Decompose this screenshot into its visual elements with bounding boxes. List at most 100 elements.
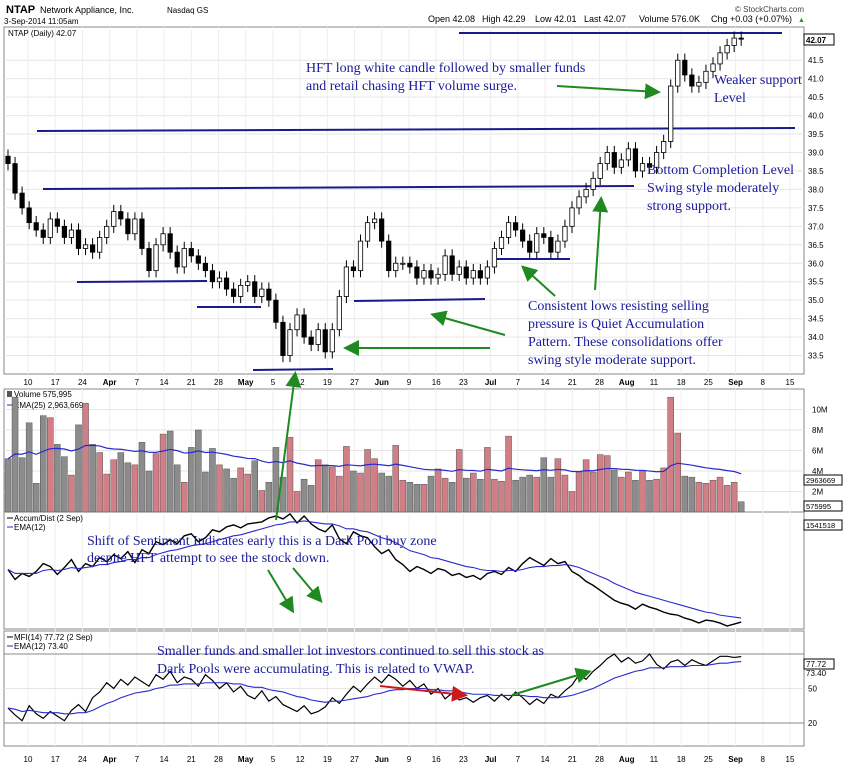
x-tick-label-top: 24 xyxy=(78,378,87,387)
x-tick-label-top: 14 xyxy=(541,378,550,387)
candle-body xyxy=(470,270,476,279)
candle-body xyxy=(273,299,279,323)
volume-bar xyxy=(371,458,378,513)
price-tick-label: 35.0 xyxy=(808,296,824,305)
price-tick-label: 41.5 xyxy=(808,56,824,65)
candle-body xyxy=(724,45,730,54)
price-tick-label: 34.0 xyxy=(808,333,824,342)
volume-bar xyxy=(519,476,526,513)
candle-body xyxy=(590,177,596,190)
chg-label: Chg +0.03 (+0.07%) xyxy=(711,14,792,24)
candle-body xyxy=(223,277,230,290)
candle-body xyxy=(259,288,265,297)
volume-bar xyxy=(336,475,343,513)
candle-body xyxy=(611,152,617,168)
volume-bar xyxy=(399,479,407,513)
candle-body xyxy=(548,237,554,253)
x-tick-label-top: 7 xyxy=(516,378,521,387)
price-tick-label: 36.5 xyxy=(808,241,824,250)
candle-body xyxy=(541,233,547,238)
candle-body xyxy=(435,273,441,279)
price-panel-frame xyxy=(3,26,805,375)
volume-bar xyxy=(512,479,519,513)
candle-body xyxy=(414,266,420,279)
x-tick-label-bottom: 10 xyxy=(24,755,33,764)
candle-body xyxy=(569,207,575,227)
candle-body xyxy=(216,277,223,283)
x-tick-label-top: Apr xyxy=(103,378,117,387)
candle-body xyxy=(703,70,709,83)
accum-value-box xyxy=(803,519,843,531)
volume-bar xyxy=(166,430,174,513)
volume-bar xyxy=(68,474,75,513)
last-label: Last 42.07 xyxy=(584,14,626,24)
candle-body xyxy=(75,229,82,249)
candle-body xyxy=(484,266,491,279)
volume-bar xyxy=(300,478,308,513)
x-tick-label-bottom: 28 xyxy=(595,755,604,764)
volume-bar xyxy=(533,476,540,513)
mfi-ema-value: 73.40 xyxy=(806,669,827,678)
candle-body xyxy=(682,59,688,76)
volume-bar xyxy=(491,478,498,513)
axis-labels: 33.5 34.0 34.5 35.0 35.5 36.0 36.5 37.0 37.5 38.0… xyxy=(24,56,828,764)
candle-body xyxy=(597,163,603,179)
price-tick-label: 33.5 xyxy=(808,352,824,361)
volume-bar xyxy=(18,457,26,513)
volume-bar xyxy=(420,484,428,513)
candle-body xyxy=(717,52,723,65)
consistent-note-line2: pressure is Quiet Accumulation xyxy=(528,317,704,332)
candle-body xyxy=(19,192,25,209)
candle-body xyxy=(379,218,385,242)
volume-ema-line xyxy=(7,444,742,475)
mfi-value-box xyxy=(803,658,835,670)
volume-bar xyxy=(470,472,477,513)
volume-bar xyxy=(216,464,223,513)
volume-bar xyxy=(82,403,89,513)
volume-bar xyxy=(75,424,82,513)
x-tick-label-bottom: Apr xyxy=(103,755,117,764)
volume-bar xyxy=(329,466,336,513)
candle-body xyxy=(491,248,498,268)
candle-body xyxy=(456,266,462,275)
volume-legend: Volume 575,995 xyxy=(14,390,72,399)
volume-bar xyxy=(596,454,604,513)
hft-arrow xyxy=(556,83,661,100)
candle-body xyxy=(132,218,138,235)
candle-body xyxy=(287,329,293,356)
volume-bar xyxy=(293,491,301,513)
volume-bar xyxy=(209,448,216,513)
x-tick-label-bottom: 15 xyxy=(786,755,795,764)
candle-body xyxy=(477,270,483,279)
x-tick-label-top: Sep xyxy=(728,378,743,387)
candle-body xyxy=(301,314,307,338)
support-lines xyxy=(36,32,796,371)
volume-bar xyxy=(138,442,146,513)
price-legend: NTAP (Daily) 42.07 xyxy=(8,29,77,38)
smaller-note-line1: Smaller funds and smaller lot investors … xyxy=(157,644,544,659)
candle-body xyxy=(90,244,96,253)
volume-bar xyxy=(4,458,12,513)
volume-last-value: 575995 xyxy=(806,502,831,511)
x-tick-label-top: Aug xyxy=(619,378,635,387)
volume-bar xyxy=(547,476,555,513)
accum-dist-line xyxy=(7,513,742,627)
candle-body xyxy=(54,218,60,227)
candle-body xyxy=(294,314,300,331)
candle-body xyxy=(350,266,357,272)
brand-label: © StockCharts.com xyxy=(735,5,804,14)
candle-body xyxy=(308,336,314,345)
volume-bar xyxy=(575,471,583,513)
smaller-note-line2: Dark Pools were accumulating. This is re… xyxy=(157,662,475,677)
candle-body xyxy=(97,237,103,253)
candle-body xyxy=(371,218,378,224)
last-price-label: 42.07 xyxy=(806,36,827,45)
x-tick-label-top: 14 xyxy=(160,378,169,387)
hft-note-line2: and retail chasing HFT volume surge. xyxy=(306,79,517,94)
candle-body xyxy=(82,244,89,249)
candle-body xyxy=(632,148,639,172)
volume-bar xyxy=(681,475,689,513)
x-tick-label-top: 28 xyxy=(214,378,223,387)
low-label: Low 42.01 xyxy=(535,14,577,24)
volume-tick-label: 4M xyxy=(812,467,823,476)
